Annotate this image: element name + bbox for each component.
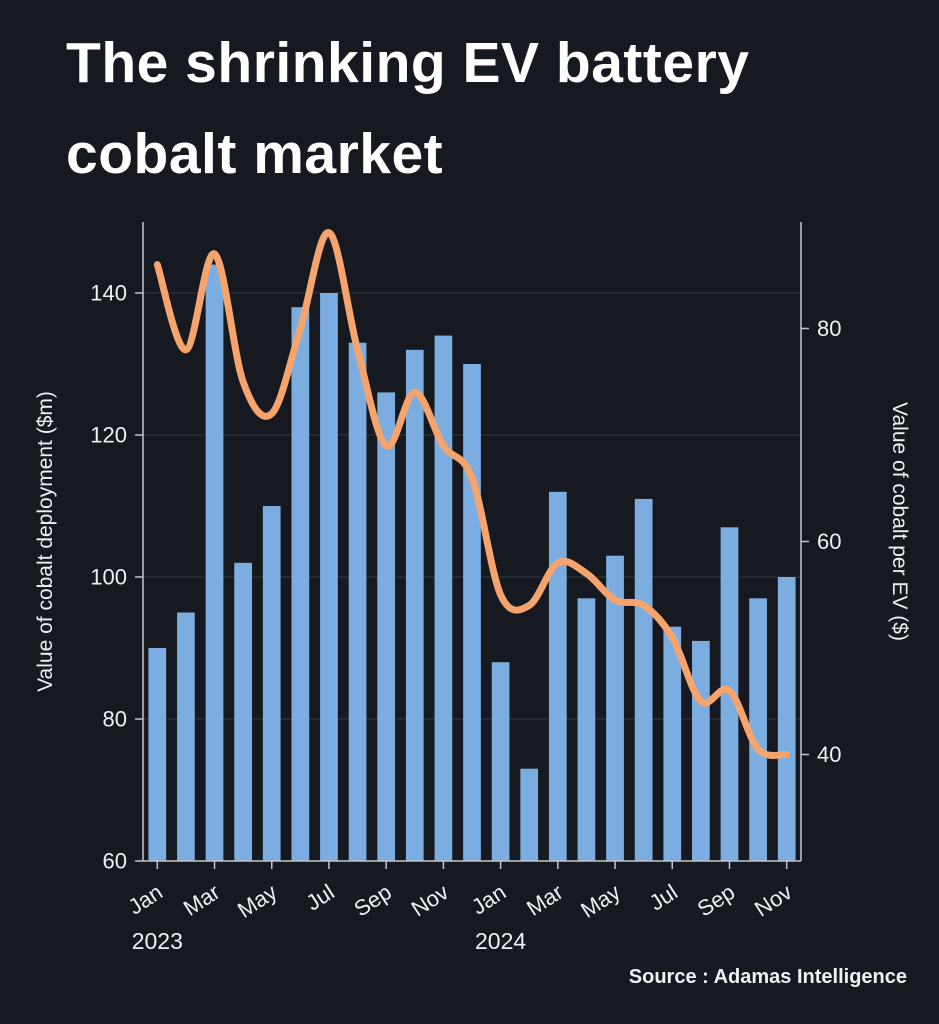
deployment-bar <box>548 491 567 861</box>
x-axis-tick-label: May <box>576 879 624 923</box>
deployment-bar <box>234 562 252 861</box>
x-axis-tick-label: Nov <box>750 879 796 921</box>
cobalt-price-line <box>153 229 791 759</box>
deployment-bar <box>749 598 767 861</box>
x-axis-tick-label: Sep <box>693 879 739 921</box>
deployment-bar <box>463 364 481 861</box>
left-axis-tick-label: 140 <box>90 281 127 306</box>
title-line-2: cobalt market <box>66 122 444 187</box>
deployment-bar <box>663 626 682 861</box>
deployment-bar <box>606 555 624 861</box>
deployment-bar <box>405 349 424 861</box>
deployment-bar <box>434 335 453 862</box>
deployment-bar <box>520 768 539 861</box>
x-axis-tick-label: Jul <box>645 879 682 915</box>
source-credit: Source : Adamas Intelligence <box>628 966 907 988</box>
deployment-bar <box>577 598 596 861</box>
x-axis-tick-label: Jan <box>124 879 167 919</box>
deployment-bar <box>634 498 653 861</box>
right-axis-tick-label: 80 <box>817 316 841 341</box>
title-line-1: The shrinking EV battery <box>66 31 750 95</box>
deployment-bar <box>205 264 224 862</box>
left-axis-tick-label: 80 <box>103 707 127 732</box>
right-axis-tick-label: 60 <box>817 529 841 554</box>
left-axis-tick-label: 60 <box>103 849 127 874</box>
chart-title: The shrinking EV battery cobalt market <box>66 18 749 200</box>
x-axis-tick-label: Nov <box>407 879 453 921</box>
deployment-bar <box>491 662 510 861</box>
deployment-bar <box>291 307 310 861</box>
right-axis-title: Value of cobalt per EV ($) <box>888 402 911 641</box>
x-axis-tick-label: Mar <box>179 879 224 921</box>
x-axis-tick-label: May <box>233 879 281 923</box>
deployment-bar <box>777 577 796 861</box>
deployment-bar <box>177 612 195 861</box>
left-axis-tick-label: 100 <box>90 565 127 590</box>
deployment-bar <box>320 293 338 861</box>
deployment-bar <box>148 648 167 861</box>
x-axis-tick-label: Sep <box>349 879 395 921</box>
left-axis-title: Value of cobalt deployment ($m) <box>34 391 57 692</box>
year-label: 2024 <box>475 928 526 954</box>
x-axis-tick-label: Jan <box>467 879 510 919</box>
x-axis-tick-label: Jul <box>301 879 338 915</box>
deployment-bar <box>377 392 396 861</box>
x-axis-tick-label: Mar <box>522 879 567 921</box>
deployment-bar <box>692 640 710 861</box>
deployment-bar <box>262 506 281 861</box>
deployment-bar <box>348 342 367 861</box>
left-axis-tick-label: 120 <box>90 423 127 448</box>
right-axis-tick-label: 40 <box>817 742 841 767</box>
year-label: 2023 <box>132 928 183 954</box>
